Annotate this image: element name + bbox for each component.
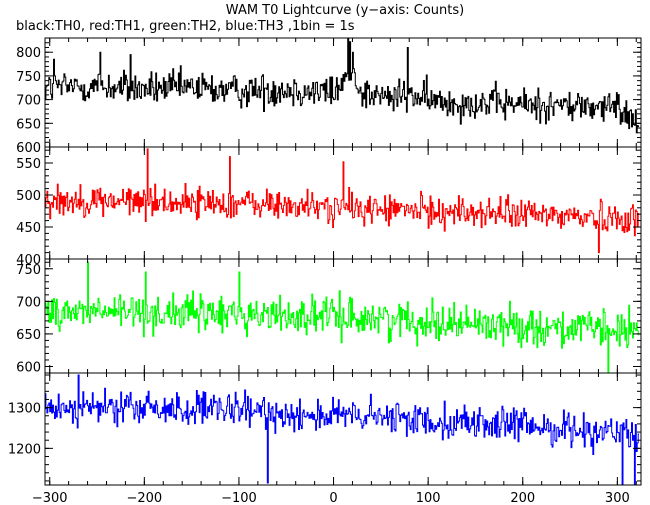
x-tick-label: −100 xyxy=(221,491,257,505)
y-tick-label: 800 xyxy=(16,46,41,61)
y-tick-label: 600 xyxy=(16,141,41,156)
x-tick-label: 100 xyxy=(416,491,441,505)
y-tick-label: 1300 xyxy=(8,402,41,417)
panel-th1: 400 450 500 550 xyxy=(16,146,642,268)
chart-title: WAM T0 Lightcurve (y−axis: Counts) xyxy=(226,3,464,18)
x-tick-label: 200 xyxy=(510,491,535,505)
series-line-th2 xyxy=(45,261,640,373)
y-tick-label: 750 xyxy=(16,70,41,85)
y-tick-label: 650 xyxy=(16,117,41,132)
x-tick-label: −200 xyxy=(126,491,162,505)
x-axis: −300 −200 −100 0 100 200 300 xyxy=(32,491,630,505)
panel-th2: 600 650 700 750 xyxy=(16,258,642,375)
panels-group: 6006507007508004004505005506006507007501… xyxy=(8,37,642,486)
series-line-th3 xyxy=(45,374,640,485)
x-tick-label: −300 xyxy=(32,491,68,505)
y-tick-label: 700 xyxy=(16,295,41,310)
y-tick-label: 750 xyxy=(16,263,41,278)
panel-th0: 600 650 700 750 800 xyxy=(16,37,642,156)
series-line-th0 xyxy=(45,38,640,134)
y-tick-label: 500 xyxy=(16,189,41,204)
y-tick-label: 550 xyxy=(16,157,41,172)
y-tick-label: 1200 xyxy=(8,442,41,457)
y-tick-label: 450 xyxy=(16,221,41,236)
y-tick-label: 700 xyxy=(16,94,41,109)
x-tick-label: 300 xyxy=(605,491,630,505)
y-tick-label: 600 xyxy=(16,360,41,375)
y-tick-label: 400 xyxy=(16,253,41,268)
panel-th3: 1200 1300 xyxy=(8,372,642,486)
panel-frame xyxy=(44,372,642,486)
chart-subtitle: black:TH0, red:TH1, green:TH2, blue:TH3 … xyxy=(16,19,355,34)
x-tick-label: 0 xyxy=(329,491,337,505)
series-line-th1 xyxy=(45,148,640,254)
y-tick-label: 650 xyxy=(16,328,41,343)
